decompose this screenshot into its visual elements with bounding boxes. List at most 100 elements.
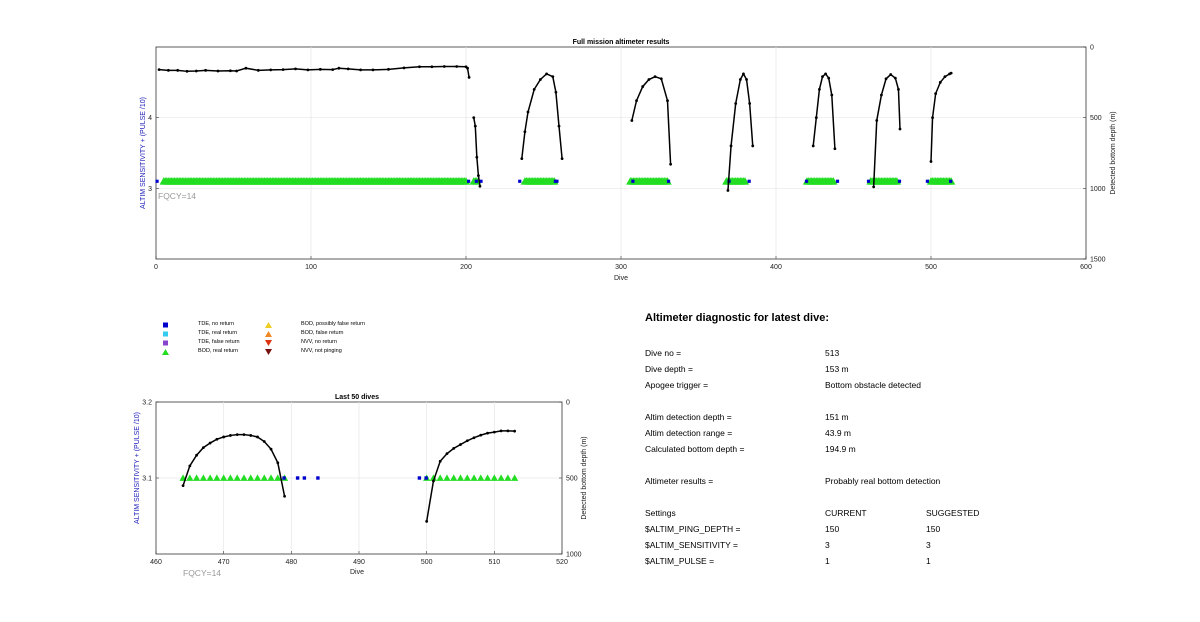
setting-suggested: 3 xyxy=(926,540,931,550)
triangle-down-marker-icon xyxy=(265,340,272,346)
bottom-depth-point xyxy=(176,68,180,72)
tde-no-return-marker xyxy=(804,179,809,183)
settings-header-label: Settings xyxy=(645,508,676,518)
bottom-depth-point xyxy=(281,68,285,72)
bottom-depth-point xyxy=(181,484,185,487)
bottom-depth-point xyxy=(821,75,824,79)
bottom-depth-point xyxy=(425,519,429,523)
bottom-depth-point xyxy=(208,441,212,445)
diag-value: 151 m xyxy=(825,412,849,422)
bottom-depth-point xyxy=(824,72,827,76)
diag-value: Bottom obstacle detected xyxy=(825,380,921,390)
bottom-depth-point xyxy=(833,147,837,151)
diag-value: 513 xyxy=(825,348,840,358)
bottom-depth-point xyxy=(188,464,192,468)
bottom-depth-point xyxy=(738,78,742,81)
setting-label: $ALTIM_PING_DEPTH = xyxy=(645,524,741,534)
left-tick-label: 3.1 xyxy=(142,476,152,483)
tde-no-return-marker xyxy=(467,179,471,183)
bottom-depth-point xyxy=(492,430,496,434)
bottom-depth-point xyxy=(371,68,375,72)
x-tick-label: 460 xyxy=(150,559,162,566)
full-mission-x-label: Dive xyxy=(614,275,628,282)
diag-label: Dive depth = xyxy=(645,364,693,374)
bottom-depth-point xyxy=(242,433,246,437)
legend-item-bod-real-return: BOD, real return xyxy=(162,348,262,357)
bod-real-return-marker xyxy=(429,474,438,481)
bottom-depth-point xyxy=(201,446,205,449)
bottom-depth-point xyxy=(466,66,469,70)
legend-label: BOD, possibly false return xyxy=(301,321,365,327)
last-50-depth-lines xyxy=(181,429,517,523)
altimeter-diagnostic-panel: Altimeter diagnostic for latest dive: Di… xyxy=(645,312,1145,602)
diag-row-altim-detection-depth: Altim detection depth = 151 m xyxy=(645,412,1145,426)
bottom-depth-point xyxy=(938,80,942,84)
legend-label: NVV, no return xyxy=(301,339,337,345)
tde-no-return-marker xyxy=(479,179,483,183)
bod-real-return-marker xyxy=(213,474,221,481)
bottom-depth-line xyxy=(631,75,672,165)
bod-real-return-marker xyxy=(450,474,458,481)
bod-real-return-marker xyxy=(199,474,207,481)
bod-real-return-marker xyxy=(220,474,228,481)
right-tick-label: 0 xyxy=(566,400,570,407)
bottom-depth-point xyxy=(539,78,542,81)
last-50-title: Last 50 dives xyxy=(335,394,379,401)
tde-no-return-marker xyxy=(295,476,300,480)
bottom-depth-point xyxy=(337,66,341,70)
bottom-depth-point xyxy=(418,65,421,69)
square-marker-icon xyxy=(163,322,168,328)
bottom-depth-point xyxy=(523,130,527,134)
x-tick-label: 500 xyxy=(925,264,937,271)
legend-item-bod-false-return: BOD, false return xyxy=(265,330,395,339)
bottom-depth-point xyxy=(459,443,462,446)
right-tick-label: 1500 xyxy=(1090,257,1106,264)
bottom-depth-point xyxy=(630,119,634,122)
bottom-depth-line xyxy=(159,65,470,78)
bottom-depth-point xyxy=(346,67,350,71)
bottom-depth-point xyxy=(477,174,480,178)
setting-row-pulse: $ALTIM_PULSE = 1 1 xyxy=(645,556,1145,570)
bottom-depth-point xyxy=(359,68,362,72)
tde-no-return-marker xyxy=(302,476,307,480)
tde-no-return-marker xyxy=(474,179,478,183)
tde-no-return-marker xyxy=(666,179,671,183)
bod-real-return-marker xyxy=(497,474,505,481)
bod-real-return-marker xyxy=(436,474,444,481)
setting-current: 1 xyxy=(825,556,830,566)
full-mission-title: Full mission altimeter results xyxy=(573,39,670,46)
setting-current: 150 xyxy=(825,524,840,534)
legend-label: NVV, not pinging xyxy=(301,348,342,354)
setting-suggested: 150 xyxy=(926,524,941,534)
tde-no-return-marker xyxy=(835,179,840,183)
full-mission-depth-lines xyxy=(157,65,953,192)
tde-no-return-marker xyxy=(424,476,428,480)
bod-real-return-marker xyxy=(233,474,241,481)
bottom-depth-point xyxy=(898,127,902,131)
bod-real-return-marker xyxy=(247,474,255,481)
last-50-dives-chart: 460 470 480 490 500 510 520 3.1 3.2 0 500 1000 La… xyxy=(134,394,588,578)
tde-no-return-marker xyxy=(155,179,159,183)
bod-real-return-marker xyxy=(470,474,478,481)
bottom-depth-point xyxy=(445,452,449,456)
x-tick-label: 480 xyxy=(285,559,297,566)
triangle-up-marker-icon xyxy=(265,331,272,337)
bottom-depth-point xyxy=(943,75,947,79)
legend-label: TDE, no return xyxy=(198,321,235,327)
bottom-depth-point xyxy=(430,65,434,69)
legend-label: TDE, real return xyxy=(198,330,238,336)
bottom-depth-point xyxy=(475,155,479,159)
diag-row-altim-detection-range: Altim detection range = 43.9 m xyxy=(645,428,1145,442)
bottom-depth-point xyxy=(222,435,226,439)
x-tick-label: 100 xyxy=(305,264,317,271)
tde-no-return-marker xyxy=(949,179,953,183)
bottom-depth-point xyxy=(889,73,893,76)
bottom-depth-point xyxy=(256,68,260,72)
bottom-depth-point xyxy=(256,435,259,439)
bottom-depth-point xyxy=(438,459,442,463)
tde-no-return-marker xyxy=(631,179,635,183)
x-tick-label: 400 xyxy=(770,264,782,271)
diag-value: 153 m xyxy=(825,364,849,374)
bottom-depth-point xyxy=(557,124,561,128)
